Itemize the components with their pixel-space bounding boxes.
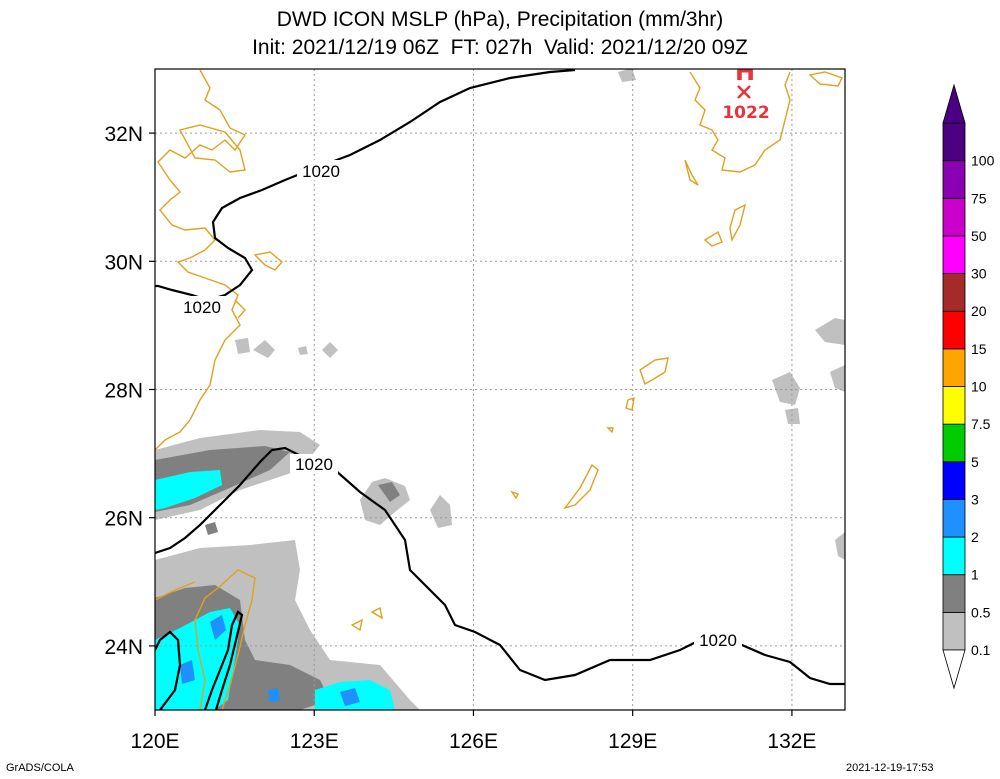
title-line-1: DWD ICON MSLP (hPa), Precipitation (mm/3…: [276, 8, 724, 31]
precip-area-light: [618, 69, 636, 82]
precip-area-light: [772, 372, 800, 405]
precip-area-light: [322, 342, 338, 358]
isobar-label: 1020: [183, 298, 221, 317]
precip-area-very-heavy: [268, 688, 280, 702]
precip-area-light: [430, 495, 452, 528]
coastlines: [155, 69, 843, 710]
coastline-china: [253, 251, 283, 271]
colorbar-label: 7.5: [971, 416, 991, 432]
footer-credit: GrADS/COLA: [6, 762, 74, 774]
y-tick-label: 28N: [104, 380, 143, 403]
coastline-ryukyu: [639, 357, 669, 386]
x-tick-label: 132E: [767, 730, 816, 753]
precip-area-light: [253, 340, 275, 358]
colorbar-segment: [942, 348, 966, 387]
colorbar-segment: [942, 423, 966, 463]
colorbar-label: 15: [971, 341, 987, 357]
coastline-ryukyu: [350, 618, 363, 632]
coastline-ryukyu: [606, 427, 614, 434]
coastline-ryukyu: [510, 490, 519, 500]
precip-area-light: [298, 346, 308, 355]
colorbar-label: 100: [971, 153, 995, 169]
precip-colorbar: 0.1 0.5 1 2 3 5 7.5 10 15 20 30 50 75 100: [942, 83, 995, 690]
y-tick-label: 26N: [104, 508, 143, 531]
colorbar-segment: [942, 160, 966, 199]
colorbar-label: 0.5: [971, 604, 991, 620]
coastline-kyushu: [808, 71, 843, 87]
precip-area-very-heavy: [340, 688, 360, 706]
y-tick-label: 30N: [104, 251, 143, 274]
coastline-ryukyu: [563, 463, 599, 510]
colorbar-max-arrow: [942, 83, 966, 124]
colorbar-segment: [942, 386, 966, 425]
colorbar-label: 20: [971, 303, 987, 319]
colorbar-segment: [942, 574, 966, 613]
coastline-kyushu: [703, 230, 723, 247]
colorbar-segment: [942, 611, 966, 651]
precip-area-light: [835, 532, 845, 560]
coastline-china: [178, 124, 246, 173]
colorbar-segment: [942, 461, 966, 500]
colorbar-label: 75: [971, 190, 987, 206]
high-pressure-symbol: H: [735, 58, 755, 86]
footer-timestamp: 2021-12-19-17:53: [846, 762, 934, 774]
title-line-2: Init: 2021/12/19 06Z FT: 027h Valid: 202…: [252, 36, 748, 59]
colorbar-segment: [942, 235, 966, 274]
isobar-label: 1020: [302, 162, 340, 181]
coastline-ryukyu: [625, 396, 635, 411]
coastline-kyushu: [689, 71, 791, 173]
y-tick-label: 24N: [104, 636, 143, 659]
high-pressure-marker: H 1022: [722, 58, 769, 123]
map-area: H 1022 1020 1020 1020 1020: [155, 58, 845, 710]
colorbar-label: 1: [971, 567, 979, 583]
colorbar-label: 0.1: [971, 642, 991, 658]
precip-area-light: [360, 478, 410, 525]
colorbar-min-arrow: [942, 649, 966, 690]
isobar-label: 1020: [699, 631, 737, 650]
coastline-china: [234, 299, 246, 319]
colorbar-segment: [942, 122, 966, 162]
precip-area-light: [235, 338, 250, 354]
high-pressure-value: 1022: [722, 103, 769, 123]
colorbar-label: 5: [971, 454, 979, 470]
x-tick-label: 129E: [608, 730, 657, 753]
precip-area-moderate: [378, 482, 400, 502]
axis-labels: 120E 123E 126E 129E 132E 24N 26N 28N 30N 32N: [104, 123, 816, 753]
coastline-kyushu: [684, 159, 699, 186]
precip-area-moderate: [205, 522, 218, 535]
x-tick-label: 120E: [130, 730, 179, 753]
precip-area-light: [830, 365, 845, 392]
coastline-china: [155, 69, 247, 451]
precip-area-very-heavy: [210, 615, 226, 640]
isobar-1020: [155, 69, 576, 302]
colorbar-label: 2: [971, 529, 979, 545]
coastline-taiwan: [155, 581, 196, 601]
colorbar-label: 50: [971, 228, 987, 244]
colorbar-segment: [942, 499, 966, 538]
colorbar-segment: [942, 310, 966, 350]
coastline-taiwan: [194, 569, 256, 710]
colorbar-segment: [942, 273, 966, 312]
isobar-label: 1020: [295, 455, 333, 474]
isobar-1020: [155, 630, 182, 710]
coastline-ryukyu: [370, 606, 383, 620]
colorbar-label: 10: [971, 379, 987, 395]
precip-area-light: [785, 408, 800, 424]
precip-area-heavy: [155, 470, 222, 510]
colorbar-segment: [942, 197, 966, 237]
colorbar-segment: [942, 536, 966, 576]
colorbar-label: 3: [971, 491, 979, 507]
x-tick-label: 126E: [449, 730, 498, 753]
colorbar-label: 30: [971, 266, 987, 282]
high-center-x-icon: [737, 85, 751, 99]
isobar-labels: 1020 1020 1020 1020: [178, 160, 742, 650]
x-tick-label: 123E: [290, 730, 339, 753]
precip-area-very-heavy: [180, 660, 195, 684]
precip-area-light: [815, 318, 845, 345]
coastline-kyushu: [729, 203, 747, 243]
isobar-1020: [203, 610, 244, 710]
y-tick-label: 32N: [104, 123, 143, 146]
